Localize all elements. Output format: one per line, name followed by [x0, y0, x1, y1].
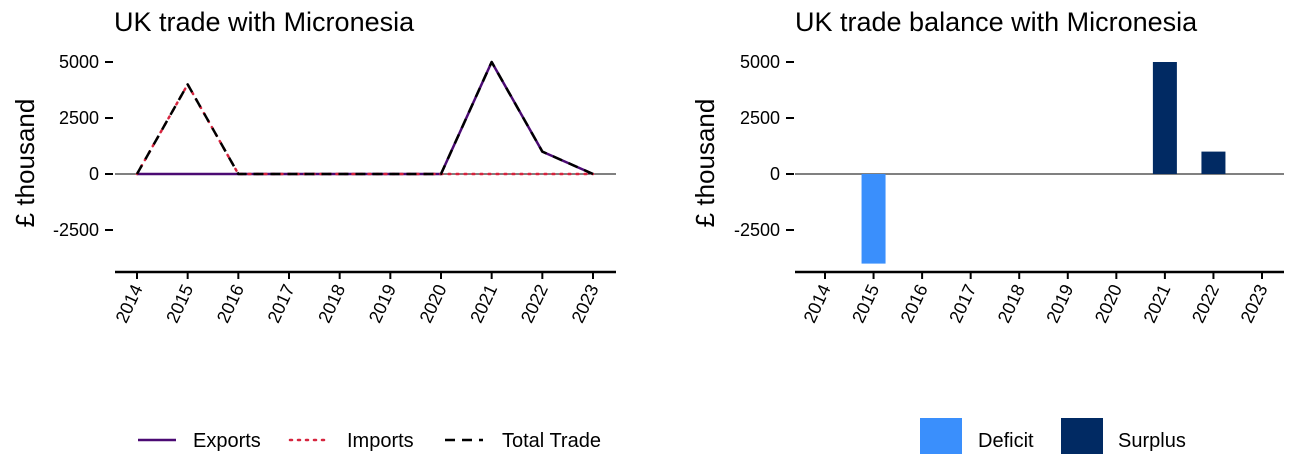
legend-item-exports: Exports — [138, 430, 261, 452]
line-chart-y-tick-label: 0 — [89, 164, 99, 184]
line-chart-x-tick-label: 2022 — [517, 281, 552, 326]
line-chart-y-axis-label: £ thousand — [10, 99, 40, 228]
line-chart-x-tick-label: 2023 — [568, 281, 603, 326]
bar-2021 — [1152, 62, 1177, 174]
bar-chart-bars — [795, 62, 1284, 264]
series-line-total-trade — [135, 60, 594, 176]
line-chart-title: UK trade with Micronesia — [114, 7, 415, 37]
bar-chart-title: UK trade balance with Micronesia — [795, 7, 1198, 37]
line-chart-y-tick-label: 2500 — [59, 108, 99, 128]
bar-chart-y-tick-label: 5000 — [740, 52, 780, 72]
bar-chart-x-ticks: 2014 2015 2016 2017 2018 2019 2020 2021 2022 2023 — [795, 270, 1284, 326]
bar-chart-y-axis-label: £ thousand — [690, 99, 720, 228]
line-chart-x-tick-label: 2017 — [264, 281, 299, 326]
bar-chart-x-tick-label: 2016 — [897, 281, 932, 326]
series-line-imports — [135, 83, 595, 176]
legend-item-surplus: Surplus — [1061, 418, 1186, 454]
line-chart-legend: Exports Imports Total Trade — [138, 430, 601, 452]
legend-swatch — [920, 418, 962, 454]
legend-label: Deficit — [978, 430, 1034, 452]
line-chart-x-tick-label: 2019 — [365, 281, 400, 326]
bar-chart-y-tick-label: 2500 — [740, 108, 780, 128]
legend-swatch — [1061, 418, 1103, 454]
line-chart-x-ticks: 2014 2015 2016 2017 2018 2019 2020 2021 2022 2023 — [112, 270, 616, 326]
bar-chart-x-tick-label: 2022 — [1188, 281, 1223, 326]
line-chart-series — [115, 60, 616, 176]
legend-label: Surplus — [1118, 430, 1186, 452]
line-chart-y-tick-label: -2500 — [53, 220, 99, 240]
bar-chart-y-ticks: 5000 2500 0 -2500 — [734, 52, 794, 240]
bar-chart-x-tick-label: 2017 — [945, 281, 980, 326]
legend-label: Exports — [193, 430, 261, 452]
bar-chart-y-tick-label: -2500 — [734, 220, 780, 240]
legend-item-deficit: Deficit — [920, 418, 1034, 454]
line-chart-x-tick-label: 2016 — [213, 281, 248, 326]
bar-chart-y-tick-label: 0 — [770, 164, 780, 184]
line-chart-y-tick-label: 5000 — [59, 52, 99, 72]
bar-chart-x-tick-label: 2018 — [994, 281, 1029, 326]
legend-item-imports: Imports — [288, 430, 414, 452]
line-chart-x-tick-label: 2020 — [416, 281, 451, 326]
line-chart-x-tick-label: 2018 — [314, 281, 349, 326]
line-chart-x-tick-label: 2021 — [466, 281, 501, 326]
line-chart-y-ticks: 5000 2500 0 -2500 — [53, 52, 113, 240]
bar-chart-x-tick-label: 2020 — [1091, 281, 1126, 326]
line-chart-x-tick-label: 2014 — [112, 281, 147, 326]
legend-item-total-trade: Total Trade — [445, 430, 601, 452]
legend-label: Total Trade — [502, 430, 601, 452]
bar-chart-x-tick-label: 2014 — [800, 281, 835, 326]
bar-chart-x-tick-label: 2015 — [848, 281, 883, 326]
trade-line-chart: UK trade with Micronesia £ thousand 5000… — [10, 7, 616, 452]
bar-chart-x-tick-label: 2021 — [1139, 281, 1174, 326]
bar-2015 — [861, 174, 886, 264]
bar-chart-x-tick-label: 2019 — [1042, 281, 1077, 326]
bar-chart-x-tick-label: 2023 — [1237, 281, 1272, 326]
bar-2022 — [1201, 151, 1226, 174]
bar-chart-legend: Deficit Surplus — [920, 418, 1186, 454]
line-chart-x-tick-label: 2015 — [162, 281, 197, 326]
legend-label: Imports — [347, 430, 414, 452]
trade-balance-bar-chart: UK trade balance with Micronesia £ thous… — [690, 7, 1284, 454]
